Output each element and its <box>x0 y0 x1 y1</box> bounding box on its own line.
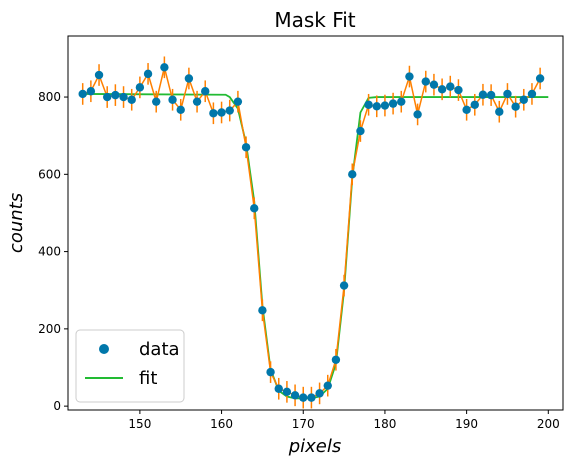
data-point <box>241 143 251 152</box>
data-point <box>111 90 120 100</box>
data-point <box>421 77 430 86</box>
data-point <box>323 381 332 390</box>
data-point <box>143 69 153 79</box>
x-tick-label: 170 <box>292 417 315 431</box>
y-tick-label: 200 <box>38 322 61 336</box>
legend-fit-label: fit <box>139 368 157 389</box>
data-point <box>405 72 414 81</box>
data-point <box>503 89 512 99</box>
data-point <box>192 97 202 106</box>
x-axis-ticks: 150 160 170 180 190 200 <box>128 410 560 431</box>
data-point <box>470 100 479 109</box>
data-point <box>258 306 267 315</box>
data-point <box>356 126 365 136</box>
x-tick-label: 160 <box>210 417 233 431</box>
data-point <box>315 389 324 398</box>
data-point <box>168 95 177 104</box>
data-point <box>397 97 406 106</box>
y-axis-label: counts <box>6 193 27 253</box>
data-point <box>119 92 128 102</box>
data-point <box>462 105 471 114</box>
data-point <box>201 87 210 96</box>
data-point <box>511 102 520 111</box>
data-point <box>266 367 275 377</box>
data-point <box>331 355 341 364</box>
data-point <box>225 106 234 115</box>
data-point <box>160 63 169 72</box>
data-point <box>184 74 194 83</box>
data-point <box>413 110 422 119</box>
data-point <box>127 95 136 104</box>
legend: data fit <box>75 329 185 403</box>
data-point <box>454 85 463 95</box>
data-point <box>78 89 87 99</box>
data-point <box>535 74 545 83</box>
plot-frame <box>67 35 564 411</box>
data-point <box>527 89 537 99</box>
data-point <box>282 387 292 397</box>
data-point <box>94 70 104 80</box>
chart-title: Mask Fit <box>274 8 355 32</box>
y-tick-label: 400 <box>38 245 61 259</box>
data-point <box>495 107 504 116</box>
data-point <box>217 108 226 117</box>
data-point <box>478 90 488 99</box>
legend-data-marker <box>99 344 109 354</box>
x-tick-label: 190 <box>455 417 478 431</box>
data-marker-layer <box>78 63 545 402</box>
data-point <box>348 170 357 179</box>
data-point <box>446 82 455 91</box>
data-point <box>274 384 283 393</box>
data-point <box>339 281 349 290</box>
data-point <box>209 109 218 118</box>
x-tick-label: 200 <box>537 417 560 431</box>
data-point <box>519 95 528 104</box>
data-point <box>437 85 447 94</box>
data-point <box>290 391 300 400</box>
data-point <box>250 204 259 213</box>
data-point <box>388 99 398 108</box>
x-axis-label: pixels <box>288 436 342 457</box>
data-point <box>307 393 316 402</box>
data-point <box>103 92 112 102</box>
data-point <box>486 90 496 100</box>
legend-data-label: data <box>139 339 180 360</box>
data-point <box>364 100 373 109</box>
data-point <box>135 83 145 92</box>
data-point <box>380 101 390 110</box>
data-point <box>372 102 381 111</box>
data-point <box>233 97 243 106</box>
y-axis-ticks: 0 200 400 600 800 <box>38 90 68 413</box>
y-tick-label: 800 <box>38 90 61 104</box>
data-point <box>299 393 308 402</box>
data-point <box>176 105 185 114</box>
data-point <box>86 87 96 96</box>
x-tick-label: 150 <box>128 417 151 431</box>
y-tick-label: 0 <box>53 399 61 413</box>
data-point <box>429 80 439 89</box>
data-point <box>152 97 161 106</box>
x-tick-label: 180 <box>373 417 396 431</box>
y-tick-label: 600 <box>38 167 61 181</box>
